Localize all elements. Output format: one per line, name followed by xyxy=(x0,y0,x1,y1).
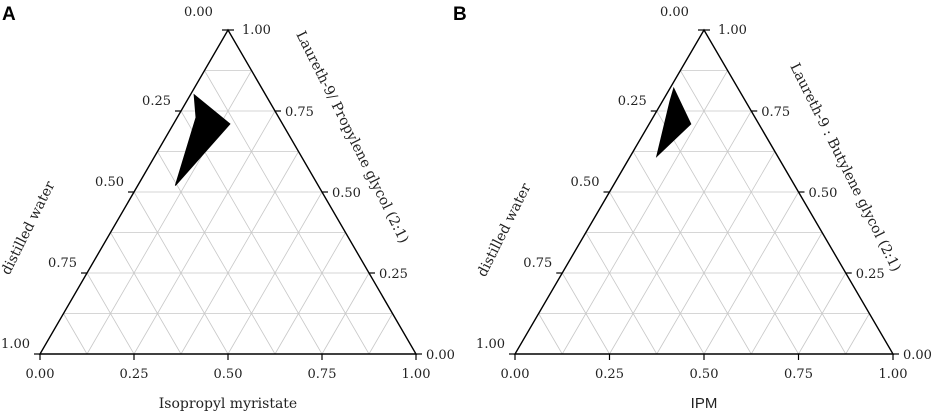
left-tick-label: 0.00 xyxy=(660,5,689,20)
right-tick-label: 0.00 xyxy=(426,348,455,363)
grid-line xyxy=(798,272,847,355)
grid-line xyxy=(656,151,776,355)
bottom-tick-label: 0.75 xyxy=(308,367,337,382)
right-tick-label: 1.00 xyxy=(718,23,747,38)
right-tick-label: 0.75 xyxy=(761,105,790,120)
right-tick-label: 0.00 xyxy=(903,348,932,363)
right-tick-label: 0.75 xyxy=(285,105,314,120)
grid-line xyxy=(368,313,393,355)
left-tick-label: 0.50 xyxy=(571,175,600,190)
ternary-panel-B: 0.00 0.00 0.00 0.25 0.25 0.25 0.50 0.50 0.50 0.75… xyxy=(453,4,932,412)
grid-line xyxy=(680,70,847,355)
grid-line xyxy=(609,191,705,355)
bottom-tick-label: 0.00 xyxy=(501,367,530,382)
bottom-tick-label: 1.00 xyxy=(879,367,908,382)
left-tick-label: 0.75 xyxy=(523,256,552,271)
grid-line xyxy=(274,232,346,355)
right-tick-label: 0.50 xyxy=(809,186,838,201)
grid-line xyxy=(86,70,252,355)
bottom-tick-label: 1.00 xyxy=(402,367,431,382)
left-tick-label: 0.25 xyxy=(142,94,171,109)
bottom-tick-label: 0.75 xyxy=(784,367,813,382)
bottom-axis-label: Isopropyl myristate xyxy=(159,396,297,412)
grid-line xyxy=(86,272,135,355)
grid-line xyxy=(750,232,823,355)
grid-line xyxy=(632,151,752,355)
left-tick-label: 0.75 xyxy=(48,256,77,271)
right-tick-label: 0.25 xyxy=(856,267,885,282)
right-tick-label: 0.25 xyxy=(379,267,408,282)
grid-line xyxy=(585,232,658,355)
left-tick-label: 0.00 xyxy=(184,5,213,20)
grid-line xyxy=(561,70,728,355)
ternary-panel-A: 0.00 0.00 0.00 0.25 0.25 0.25 0.50 0.50 0.50 0.75… xyxy=(0,4,455,412)
grid-line xyxy=(63,313,88,355)
grid-line xyxy=(133,191,229,355)
panel-letter: A xyxy=(2,4,16,25)
bottom-axis-label: IPM xyxy=(691,395,718,412)
panel-letter: B xyxy=(453,4,467,25)
phase-region xyxy=(174,93,231,186)
phase-region xyxy=(655,86,692,158)
right-axis-label: Laureth-9 : Butylene glycol (2:1) xyxy=(786,61,903,275)
right-tick-label: 0.50 xyxy=(332,186,361,201)
grid-line xyxy=(227,191,323,355)
bottom-tick-label: 0.00 xyxy=(26,367,55,382)
grid-line xyxy=(561,272,610,355)
left-tick-label: 1.00 xyxy=(476,337,505,352)
right-axis-label: Laureth-9/ Propylene glycol (2:1) xyxy=(292,29,411,246)
grid-line xyxy=(321,272,370,355)
bottom-tick-label: 0.50 xyxy=(214,367,243,382)
grid-line xyxy=(110,232,182,355)
left-tick-label: 0.25 xyxy=(618,94,647,109)
left-tick-label: 0.50 xyxy=(95,175,124,190)
right-tick-label: 1.00 xyxy=(242,23,271,38)
grid-line xyxy=(204,70,370,355)
grid-line xyxy=(845,313,870,355)
grid-line xyxy=(157,151,276,355)
bottom-tick-label: 0.50 xyxy=(690,367,719,382)
left-tick-label: 1.00 xyxy=(1,337,30,352)
grid-line xyxy=(703,191,799,355)
bottom-tick-label: 0.25 xyxy=(595,367,624,382)
bottom-tick-label: 0.25 xyxy=(120,367,149,382)
grid-line xyxy=(180,151,299,355)
grid-line xyxy=(538,313,563,355)
